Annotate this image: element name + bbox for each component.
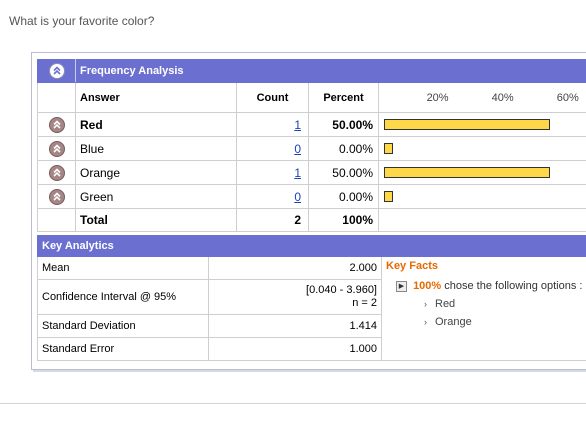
answer-label: Blue (75, 136, 237, 161)
scale-tick: 20% (426, 92, 449, 104)
collapse-icon (48, 140, 65, 157)
collapse-icon (48, 116, 65, 133)
key-facts-title: Key Facts (386, 260, 438, 272)
total-count: 2 (236, 208, 309, 232)
row-toggle-button[interactable] (37, 184, 76, 209)
count-header: Count (236, 82, 309, 113)
key-analytics-table: Key Analytics Mean 2.000 Key Facts ▶ 100… (37, 235, 586, 361)
frequency-bar (384, 119, 550, 130)
se-label: Standard Error (37, 337, 209, 361)
collapse-icon (48, 164, 65, 181)
answer-label: Green (75, 184, 237, 209)
percent-header: Percent (308, 82, 379, 113)
ci-label: Confidence Interval @ 95% (37, 279, 209, 315)
answer-label: Orange (75, 160, 237, 185)
divider (0, 403, 586, 404)
frequency-table: Frequency Analysis Answer Count Percent … (37, 59, 586, 232)
mean-value: 2.000 (208, 256, 382, 280)
frequency-title: Frequency Analysis (75, 59, 586, 83)
key-facts: Key Facts ▶ 100% chose the following opt… (381, 256, 586, 361)
key-facts-text: chose the following options : (444, 280, 583, 292)
percent-value: 50.00% (308, 112, 379, 137)
total-row: Total 2 100% (37, 208, 586, 232)
table-row: Green 0 0.00% (37, 184, 586, 209)
total-label: Total (75, 208, 237, 232)
frequency-bar (384, 143, 393, 154)
arrow-right-icon: ▶ (396, 280, 407, 292)
percent-value: 0.00% (308, 136, 379, 161)
frequency-bar (384, 167, 550, 178)
answer-header: Answer (75, 82, 237, 113)
key-facts-option: › Red (424, 298, 456, 310)
question-text: What is your favorite color? (9, 14, 155, 28)
row-toggle-button[interactable] (37, 160, 76, 185)
bar-scale: 20% 40% 60% (378, 82, 586, 113)
scale-tick: 60% (556, 92, 579, 104)
count-link[interactable]: 0 (294, 141, 301, 156)
collapse-icon (48, 188, 65, 205)
results-panel: Frequency Analysis Answer Count Percent … (31, 52, 586, 370)
count-link[interactable]: 1 (294, 165, 301, 180)
bullet-icon: › (424, 299, 427, 309)
table-row: Blue 0 0.00% (37, 136, 586, 161)
percent-value: 50.00% (308, 160, 379, 185)
table-row: Orange 1 50.00% (37, 160, 586, 185)
answer-label: Red (75, 112, 237, 137)
row-toggle-button[interactable] (37, 112, 76, 137)
collapse-button[interactable] (37, 59, 76, 83)
sd-value: 1.414 (208, 314, 382, 338)
key-facts-percent: 100% (413, 280, 442, 292)
sd-label: Standard Deviation (37, 314, 209, 338)
key-facts-option: › Orange (424, 316, 472, 328)
percent-value: 0.00% (308, 184, 379, 209)
mean-label: Mean (37, 256, 209, 280)
collapse-icon (48, 63, 65, 79)
key-analytics-title: Key Analytics (37, 235, 586, 257)
table-row: Red 1 50.00% (37, 112, 586, 137)
total-percent: 100% (308, 208, 379, 232)
bullet-icon: › (424, 317, 427, 327)
se-value: 1.000 (208, 337, 382, 361)
count-link[interactable]: 1 (294, 117, 301, 132)
count-link[interactable]: 0 (294, 189, 301, 204)
ci-value: [0.040 - 3.960] n = 2 (208, 279, 382, 315)
frequency-bar (384, 191, 393, 202)
row-toggle-button[interactable] (37, 136, 76, 161)
scale-tick: 40% (491, 92, 514, 104)
